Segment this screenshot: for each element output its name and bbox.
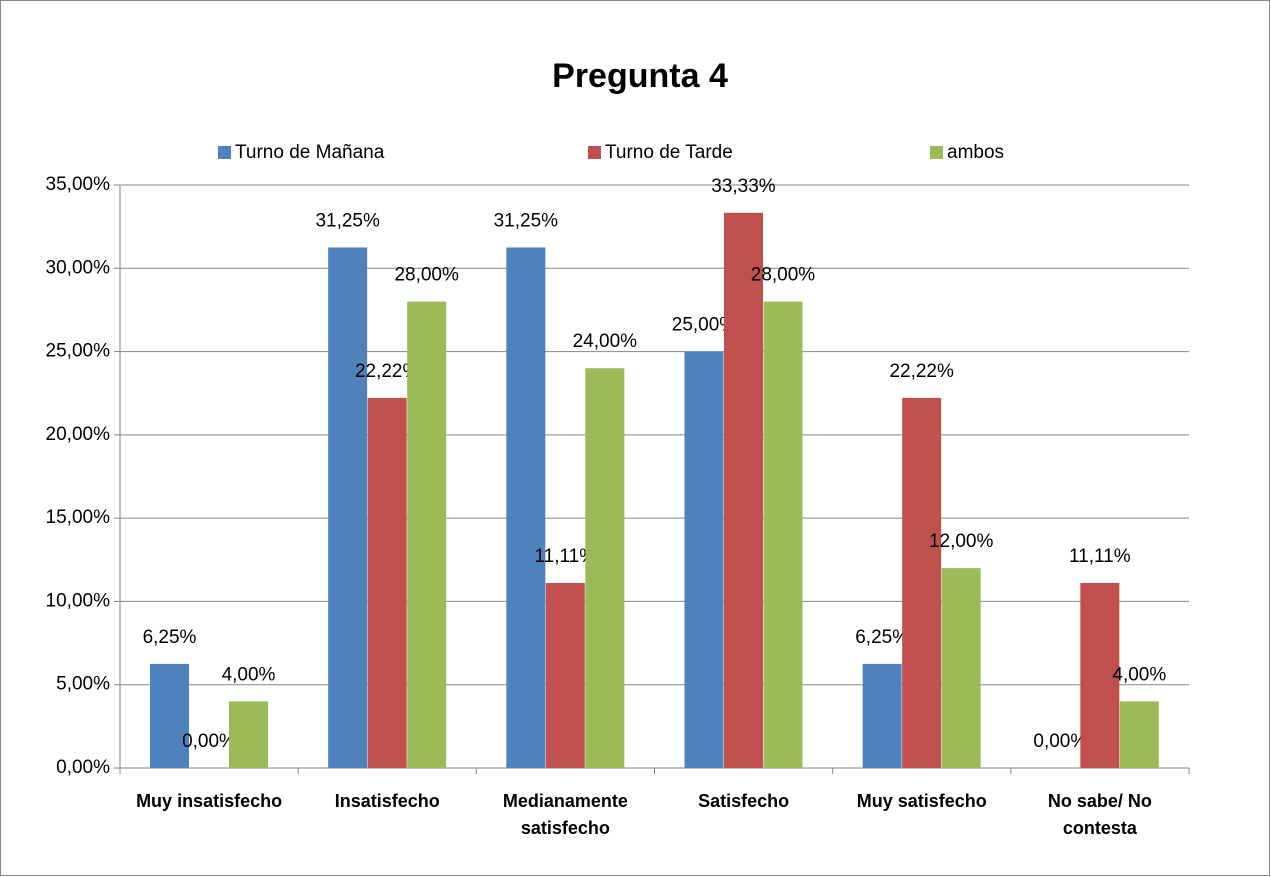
chart-title: Pregunta 4 bbox=[552, 57, 728, 95]
y-tick-label: 5,00% bbox=[56, 674, 110, 695]
legend-label: Turno de Tarde bbox=[605, 142, 733, 163]
data-label: 24,00% bbox=[573, 331, 638, 352]
x-tick-label: Satisfecho bbox=[698, 791, 790, 811]
legend-swatch bbox=[588, 146, 601, 159]
data-label: 4,00% bbox=[1112, 664, 1166, 685]
x-tick-label: Muy insatisfecho bbox=[136, 791, 283, 811]
y-tick-label: 25,00% bbox=[46, 341, 111, 362]
bar bbox=[724, 212, 763, 768]
data-label: 25,00% bbox=[672, 315, 737, 336]
y-tick-label: 15,00% bbox=[46, 507, 111, 528]
bar bbox=[585, 368, 625, 768]
data-label: 12,00% bbox=[929, 531, 994, 552]
bar bbox=[150, 663, 189, 768]
legend-label: ambos bbox=[947, 142, 1004, 163]
data-label: 11,11% bbox=[535, 546, 597, 567]
y-tick-label: 30,00% bbox=[46, 257, 111, 278]
data-label: 22,22% bbox=[889, 361, 954, 382]
legend-label: Turno de Mañana bbox=[235, 142, 385, 163]
x-tick-label: Muy satisfecho bbox=[856, 791, 987, 811]
data-label: 28,00% bbox=[751, 265, 816, 286]
y-tick-label: 35,00% bbox=[46, 174, 111, 195]
bar bbox=[1080, 582, 1120, 768]
bar bbox=[1119, 701, 1159, 768]
bar bbox=[684, 351, 724, 768]
x-tick-label: Medianamente satisfecho bbox=[502, 791, 628, 838]
bar bbox=[407, 301, 447, 768]
x-tick-label: Insatisfecho bbox=[334, 791, 440, 811]
data-label: 22,22% bbox=[355, 361, 420, 382]
bar bbox=[941, 568, 981, 768]
bar bbox=[367, 397, 407, 768]
bar bbox=[763, 301, 803, 768]
bar bbox=[862, 663, 902, 768]
data-label: 0,00% bbox=[182, 731, 236, 752]
y-tick-label: 20,00% bbox=[46, 424, 111, 445]
x-tick-label: No sabe/ No contesta bbox=[1047, 791, 1152, 838]
bar bbox=[902, 397, 942, 768]
data-label: 6,25% bbox=[855, 627, 909, 648]
bar bbox=[506, 247, 546, 768]
bar bbox=[328, 247, 368, 768]
bar bbox=[229, 701, 268, 768]
y-tick-label: 10,00% bbox=[46, 590, 111, 611]
data-label: 11,11% bbox=[1069, 546, 1131, 567]
data-label: 31,25% bbox=[494, 210, 559, 231]
bar bbox=[545, 582, 585, 768]
data-label: 4,00% bbox=[222, 664, 276, 685]
data-label: 31,25% bbox=[315, 210, 380, 231]
y-tick-label: 0,00% bbox=[56, 757, 110, 778]
data-label: 0,00% bbox=[1033, 731, 1087, 752]
legend-swatch bbox=[930, 146, 943, 159]
data-label: 28,00% bbox=[394, 265, 459, 286]
legend-swatch bbox=[218, 146, 231, 159]
data-label: 6,25% bbox=[143, 627, 197, 648]
data-label: 33,33% bbox=[711, 176, 776, 197]
